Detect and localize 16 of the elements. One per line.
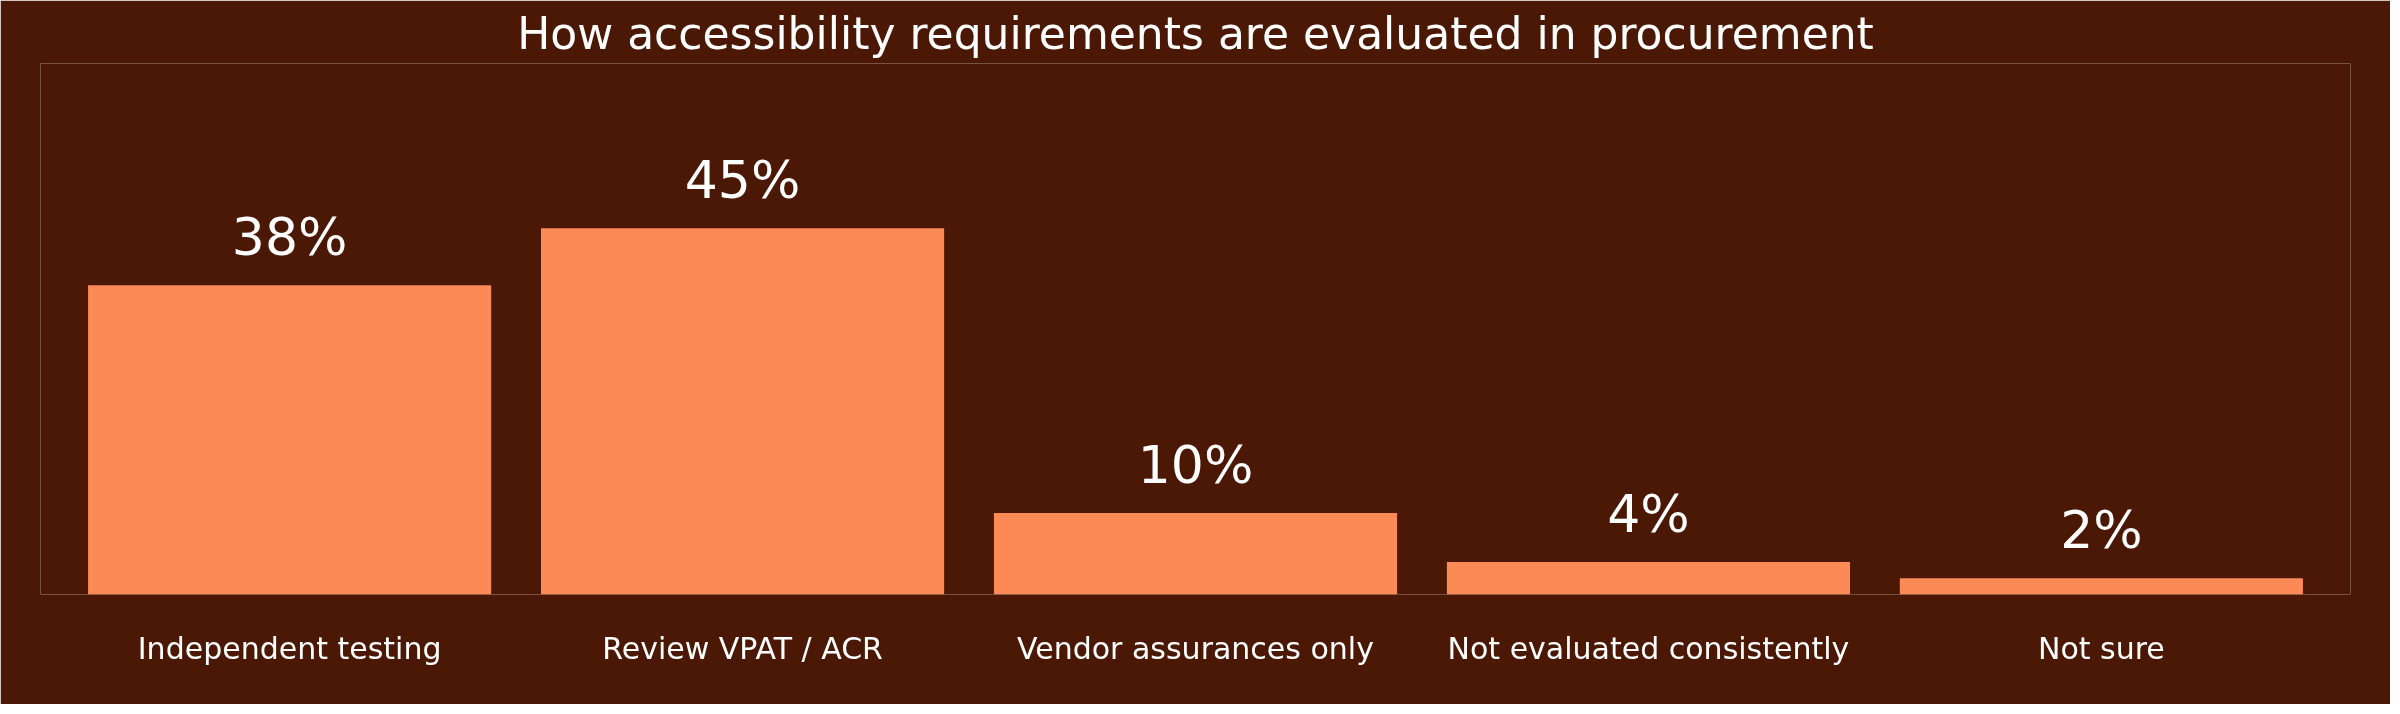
x-tick-label: Review VPAT / ACR bbox=[602, 630, 883, 666]
bar bbox=[993, 513, 1398, 595]
bar bbox=[1446, 561, 1850, 595]
data-label: 38% bbox=[231, 207, 348, 268]
x-tick-label: Not evaluated consistently bbox=[1447, 630, 1850, 666]
data-label: 45% bbox=[684, 150, 801, 211]
data-label: 2% bbox=[2060, 500, 2143, 561]
data-label: 4% bbox=[1607, 483, 1690, 544]
chart-title: How accessibility requirements are evaluated in procurement bbox=[517, 7, 1874, 59]
bar bbox=[1899, 578, 2303, 595]
bar bbox=[88, 285, 492, 595]
x-tick-label: Not sure bbox=[2037, 630, 2165, 666]
data-label: 10% bbox=[1137, 435, 1254, 496]
bar bbox=[541, 228, 945, 595]
x-tick-label: Independent testing bbox=[137, 630, 442, 666]
x-tick-label: Vendor assurances only bbox=[1017, 630, 1374, 666]
